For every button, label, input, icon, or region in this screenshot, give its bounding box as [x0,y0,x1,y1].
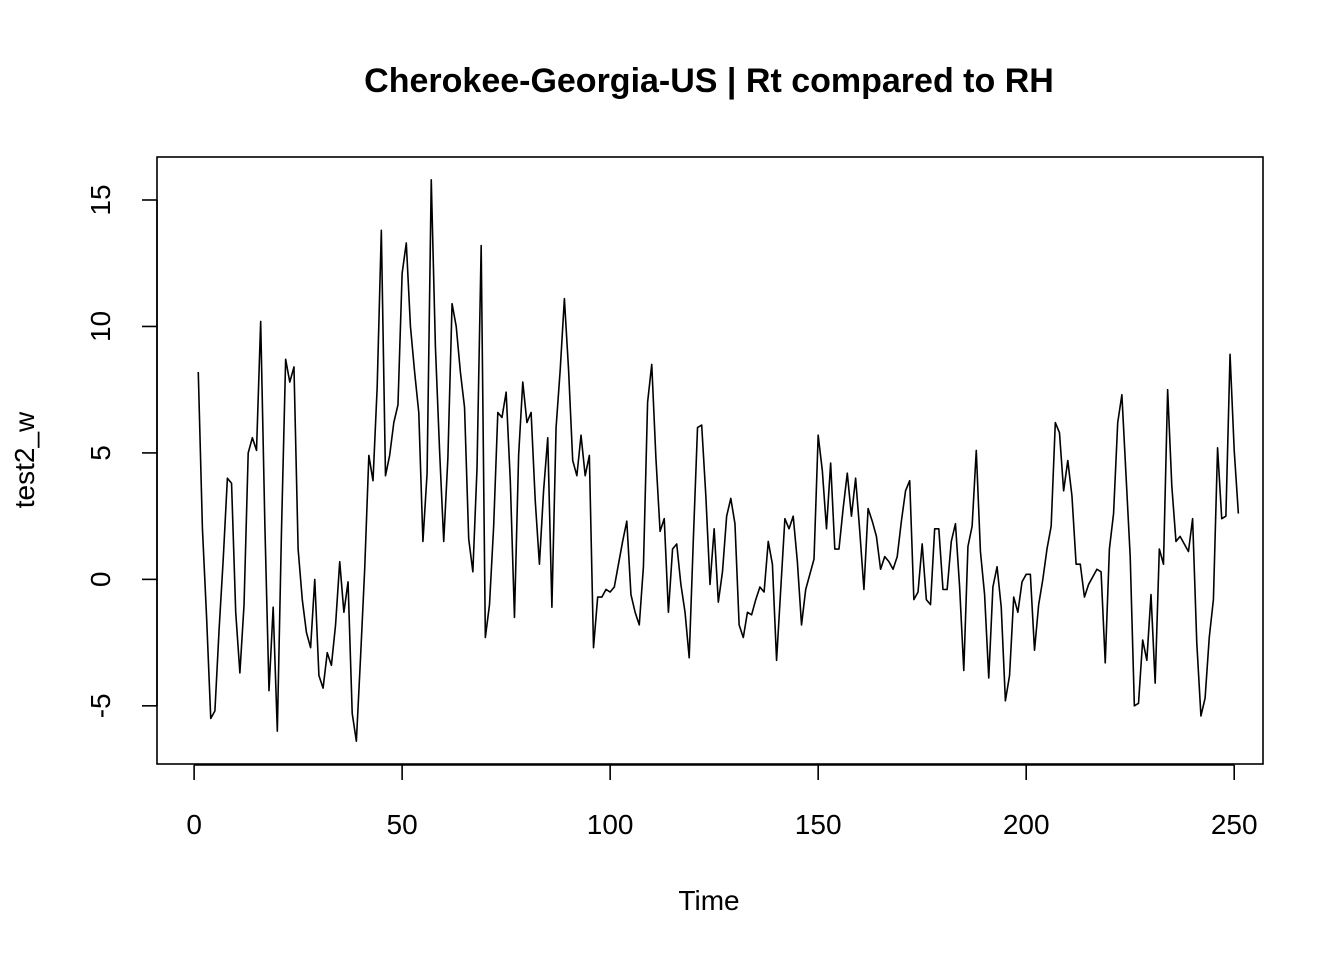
x-axis-label: Time [678,885,739,916]
y-axis: -5 0 5 10 15 [85,184,158,718]
plot-frame [156,156,1264,765]
x-tick-label: 150 [795,809,842,840]
y-axis-label: test2_w [9,411,40,508]
x-axis: 0 50 100 150 200 250 [186,764,1258,840]
y-tick-label: 0 [85,572,116,588]
series-line [197,178,1240,743]
y-tick-label: 10 [85,311,116,342]
y-tick-label: -5 [85,693,116,718]
y-tick-label: 5 [85,445,116,461]
x-tick-label: 250 [1211,809,1258,840]
chart-title: Cherokee-Georgia-US | Rt compared to RH [364,62,1054,100]
x-tick-label: 50 [387,809,418,840]
x-tick-label: 100 [587,809,634,840]
x-tick-label: 0 [186,809,202,840]
x-tick-label: 200 [1003,809,1050,840]
y-tick-label: 15 [85,184,116,215]
